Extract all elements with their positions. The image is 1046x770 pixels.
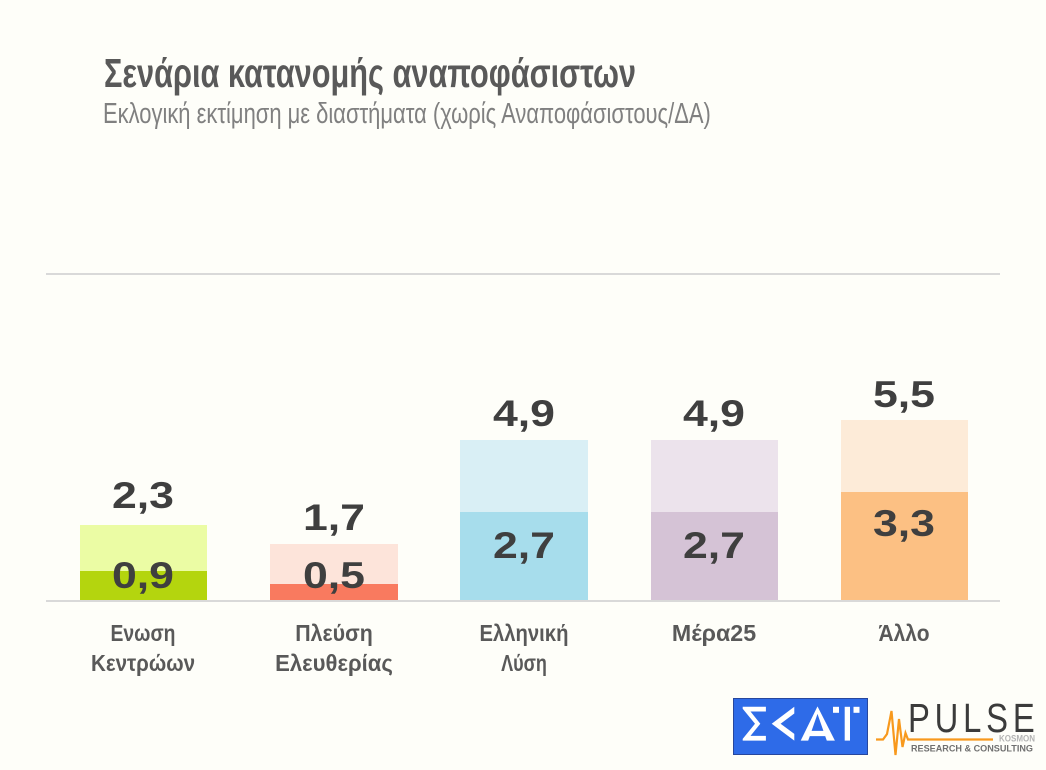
svg-text:RESEARCH & CONSULTING: RESEARCH & CONSULTING [911,744,1033,754]
svg-text:KOSMON: KOSMON [999,734,1035,744]
svg-text:PULSE: PULSE [908,694,1040,740]
